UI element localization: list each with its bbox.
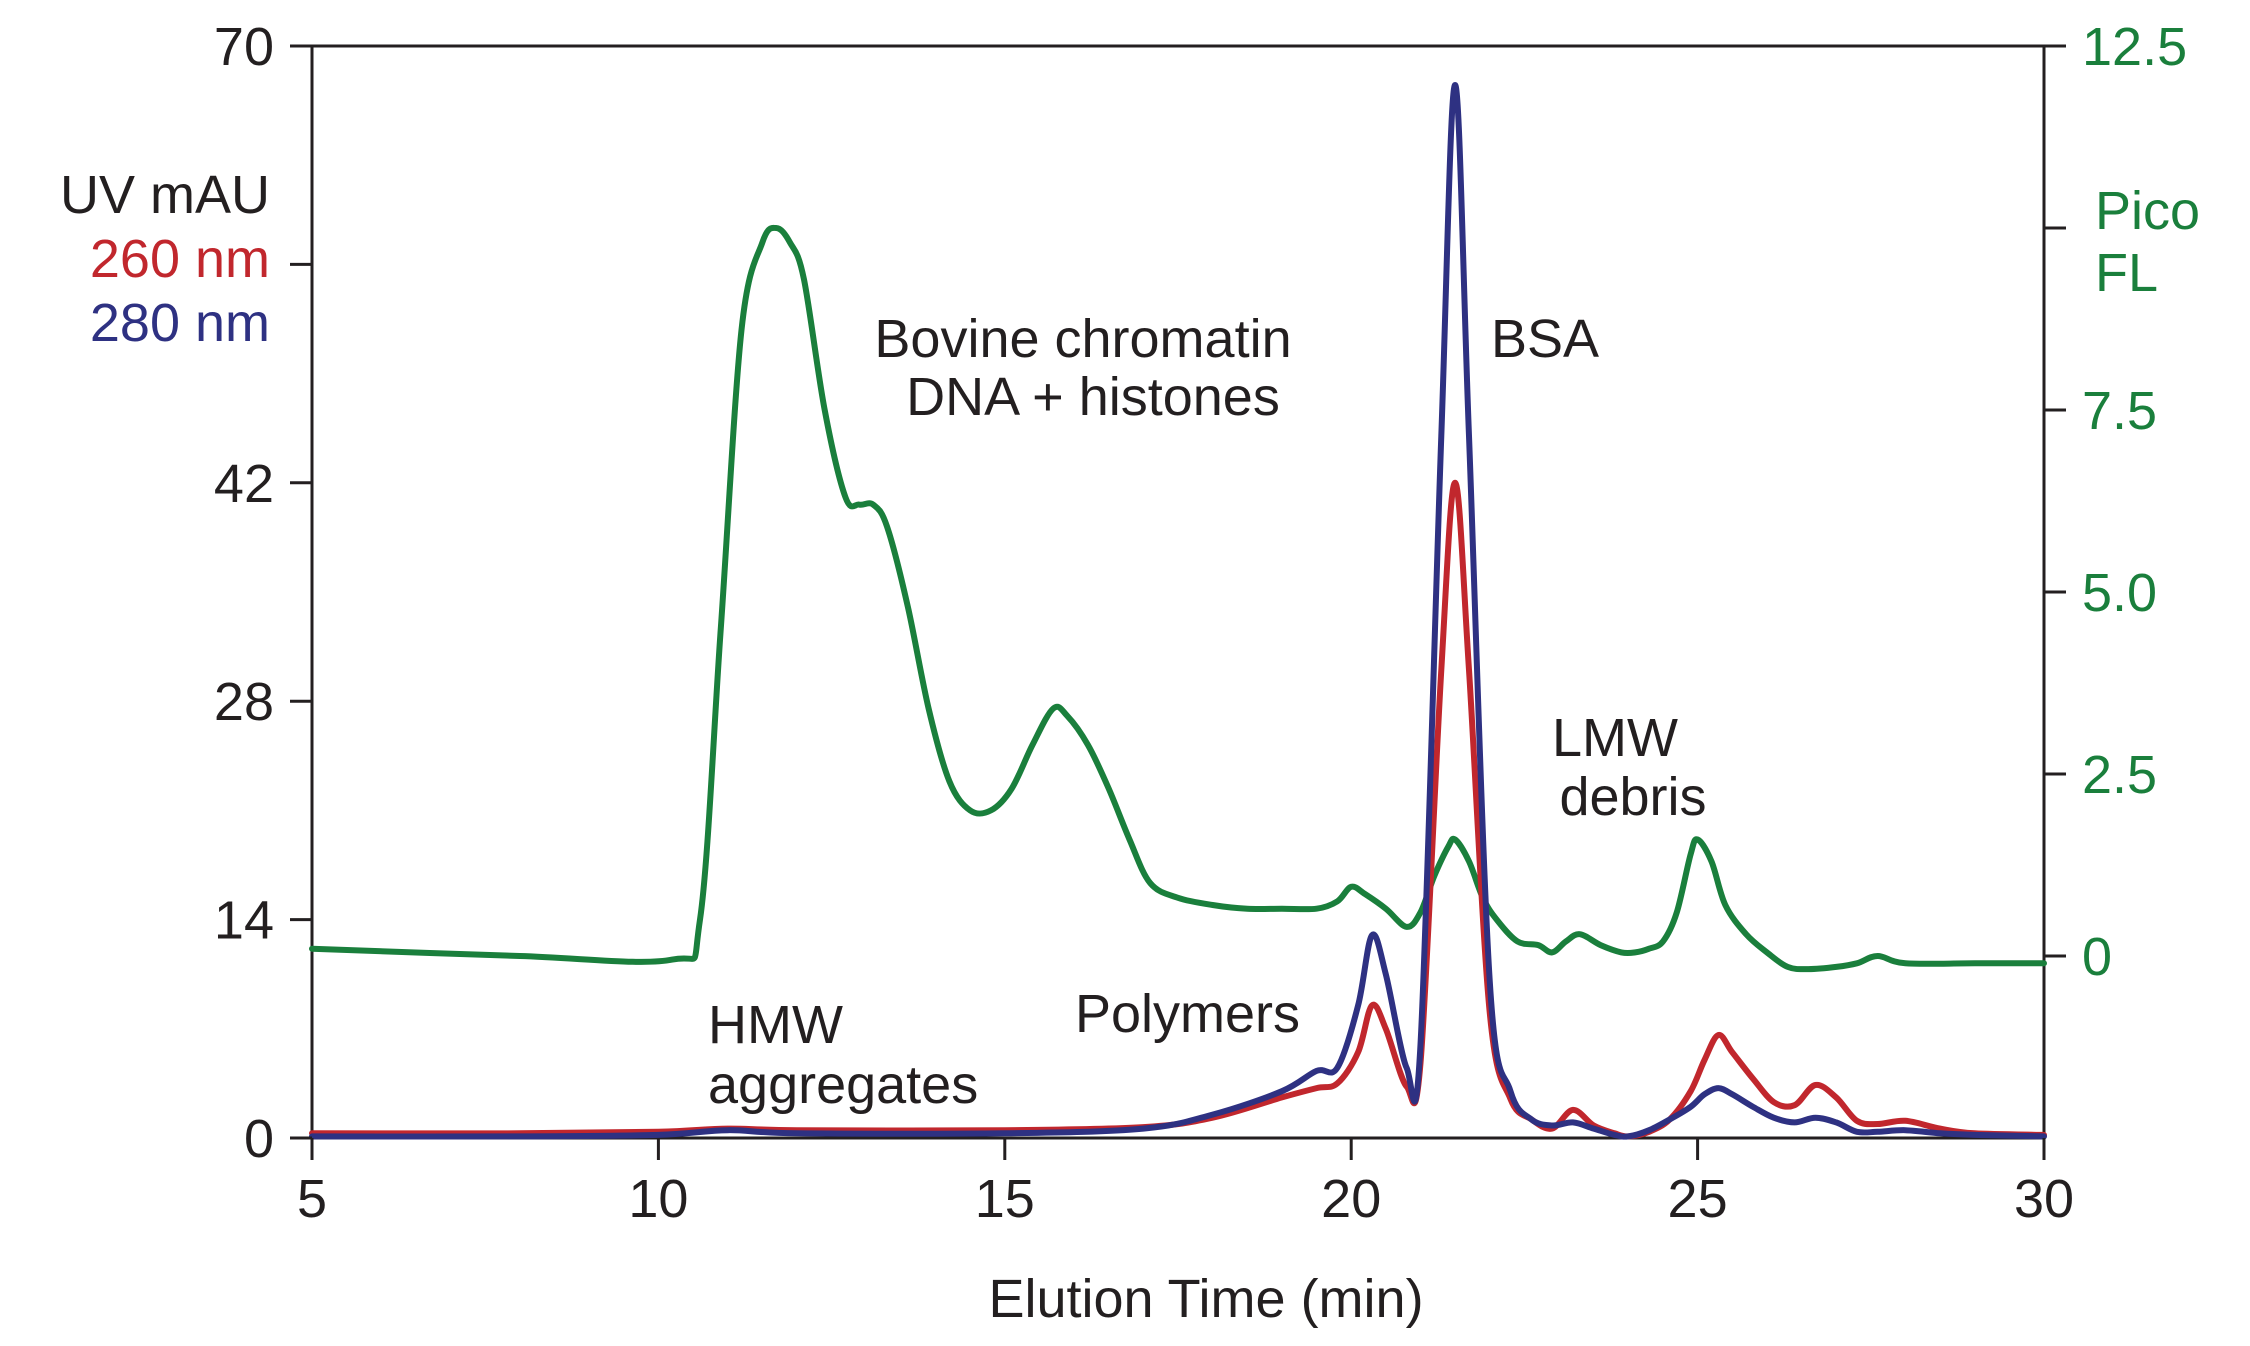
x-tick-label: 25 bbox=[1668, 1169, 1728, 1229]
right-tick-label: 5.0 bbox=[2082, 563, 2157, 623]
plot-frame bbox=[310, 44, 2046, 1140]
x-tick-label: 15 bbox=[975, 1169, 1035, 1229]
annotation-hmw-line1: HMW bbox=[708, 995, 843, 1055]
left-tick-label: 28 bbox=[214, 672, 274, 732]
right-tick-label: 0 bbox=[2082, 927, 2112, 987]
annotation-chromatin-line2: DNA + histones bbox=[906, 367, 1280, 427]
annotation-bsa: BSA bbox=[1491, 309, 1599, 369]
annotation-lmw-line2: debris bbox=[1559, 767, 1706, 827]
x-tick-label: 5 bbox=[297, 1169, 327, 1229]
right-tick-label: 7.5 bbox=[2082, 381, 2157, 441]
annotation-chromatin-line1: Bovine chromatin bbox=[874, 309, 1291, 369]
series-group bbox=[309, 82, 2047, 1140]
series-line-pico-fl bbox=[309, 224, 2047, 973]
annotation-hmw-line2: aggregates bbox=[708, 1055, 978, 1115]
left-axis-title-uv: UV mAU bbox=[60, 165, 270, 225]
left-tick-label: 0 bbox=[244, 1109, 274, 1169]
left-axis-title-260nm: 260 nm bbox=[90, 229, 270, 289]
plot-frame-group bbox=[310, 44, 2046, 1140]
right-axis-title-pico: Pico bbox=[2095, 181, 2200, 241]
x-tick-label: 10 bbox=[628, 1169, 688, 1229]
series-line-280nm bbox=[309, 82, 2047, 1140]
right-axis-title-fl: FL bbox=[2095, 243, 2158, 303]
x-axis-title: Elution Time (min) bbox=[988, 1269, 1423, 1329]
annotation-lmw-line1: LMW bbox=[1552, 708, 1678, 768]
right-tick-label: 2.5 bbox=[2082, 745, 2157, 805]
axes-group: 0 14 28 42 70 0 2.5 5.0 7.5 12.5 5 10 15 20 25 30 bbox=[214, 17, 2187, 1229]
annotation-polymers: Polymers bbox=[1075, 984, 1300, 1044]
left-tick-label: 42 bbox=[214, 454, 274, 514]
left-axis-title-280nm: 280 nm bbox=[90, 293, 270, 353]
x-tick-label: 30 bbox=[2014, 1169, 2074, 1229]
x-tick-label: 20 bbox=[1321, 1169, 1381, 1229]
right-tick-label: 12.5 bbox=[2082, 17, 2187, 77]
left-tick-label: 70 bbox=[214, 17, 274, 77]
left-tick-label: 14 bbox=[214, 891, 274, 951]
